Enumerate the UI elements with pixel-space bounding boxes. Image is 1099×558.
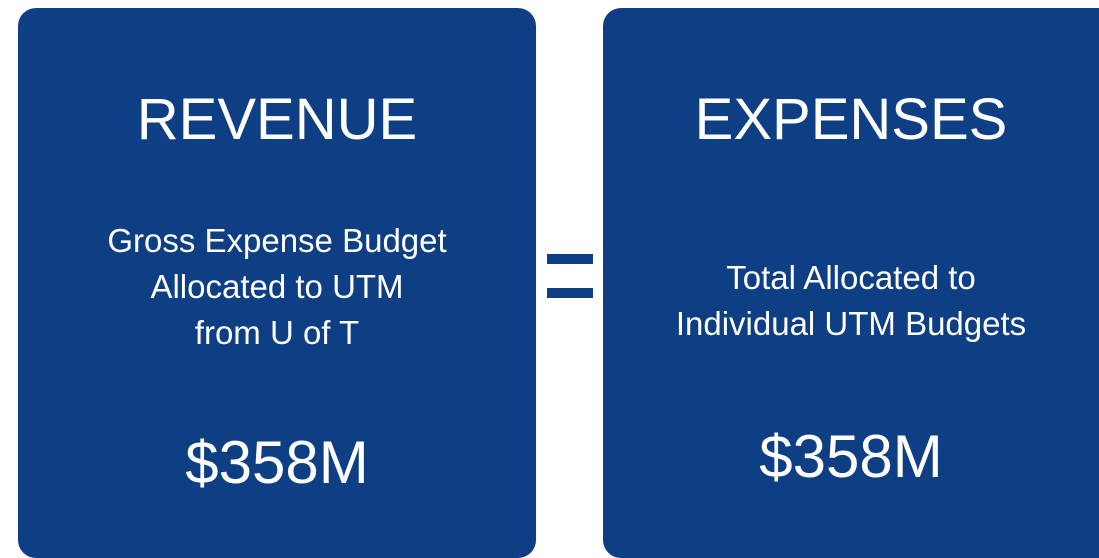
box-description: Gross Expense Budget Allocated to UTM fr… bbox=[18, 218, 536, 356]
equals-bar bbox=[547, 288, 593, 298]
desc-line: Allocated to UTM bbox=[150, 268, 404, 305]
box-title: EXPENSES bbox=[694, 87, 1008, 152]
equals-bar bbox=[547, 254, 593, 264]
revenue-box: REVENUE Gross Expense Budget Allocated t… bbox=[18, 8, 536, 558]
box-amount: $358M bbox=[759, 423, 943, 490]
expenses-box: EXPENSES Total Allocated to Individual U… bbox=[603, 8, 1099, 558]
box-amount: $358M bbox=[185, 429, 369, 496]
desc-line: Total Allocated to bbox=[726, 259, 976, 296]
box-title: REVENUE bbox=[136, 87, 418, 152]
box-description: Total Allocated to Individual UTM Budget… bbox=[603, 255, 1099, 347]
desc-line: from U of T bbox=[194, 314, 360, 351]
desc-line: Individual UTM Budgets bbox=[675, 305, 1027, 342]
desc-line: Gross Expense Budget bbox=[107, 222, 447, 259]
